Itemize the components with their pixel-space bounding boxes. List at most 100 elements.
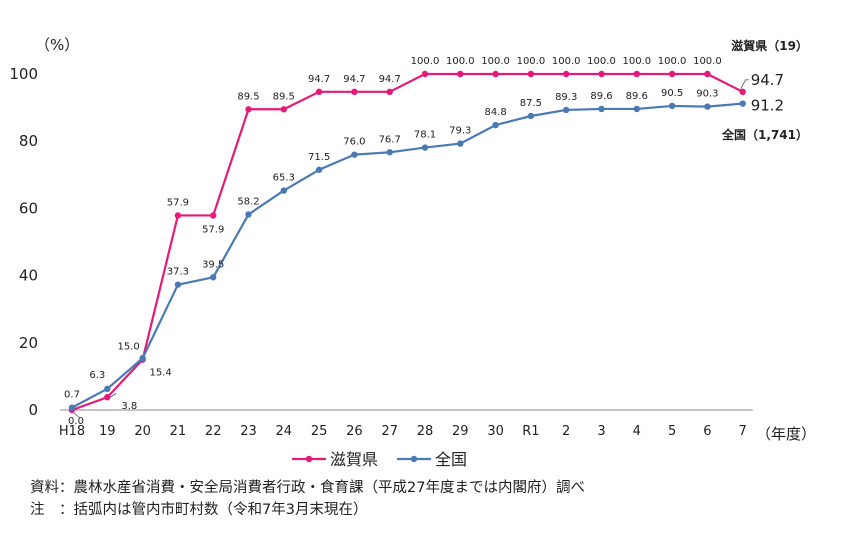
data-label: 79.3	[449, 126, 471, 137]
data-label: 100.0	[517, 56, 546, 67]
data-point	[280, 187, 287, 194]
legend-swatch-marker	[305, 455, 313, 463]
x-axis-unit-label: （年度）	[756, 425, 816, 443]
data-label: 100.0	[693, 56, 722, 67]
x-tick-label: 4	[633, 424, 641, 439]
x-tick-label: 27	[381, 424, 398, 439]
legend: 滋賀県 全国	[292, 450, 467, 469]
data-label: 89.3	[555, 92, 577, 103]
x-tick-label: 24	[276, 424, 293, 439]
data-label: 57.9	[167, 197, 189, 208]
data-label: 39.5	[202, 259, 224, 270]
data-point	[386, 149, 393, 156]
data-label: 89.6	[590, 91, 612, 102]
data-label: 57.9	[202, 224, 224, 235]
legend-swatch-marker	[410, 455, 418, 463]
y-tick-label: 60	[19, 199, 38, 217]
y-tick-label: 100	[9, 65, 38, 83]
data-point	[598, 70, 605, 78]
data-label: 58.2	[237, 196, 259, 207]
data-label: 89.5	[273, 91, 295, 102]
data-point	[421, 70, 429, 78]
data-labels: 0.0 3.8 15.0 57.9 57.9 89.5 89.5 94.7 94.7 94.7 10…	[64, 38, 808, 427]
x-tick-label: 25	[311, 424, 328, 439]
data-point	[245, 106, 252, 113]
x-tick-label: 7	[739, 424, 747, 439]
data-label: 15.0	[117, 342, 139, 353]
data-label: 6.3	[89, 370, 105, 381]
data-label: 全国（1,741）	[721, 127, 808, 142]
data-label: 78.1	[414, 130, 436, 141]
y-tick-label: 40	[19, 267, 38, 285]
data-label: 87.5	[520, 98, 542, 109]
data-point	[457, 70, 464, 78]
data-point	[598, 105, 605, 113]
data-point	[139, 355, 146, 362]
data-label: 90.3	[696, 89, 718, 100]
x-tick-label: 30	[487, 424, 504, 439]
data-point	[421, 144, 429, 151]
x-tick-label: 26	[346, 424, 363, 439]
x-tick-label: 6	[703, 424, 711, 439]
data-point	[527, 112, 535, 120]
data-point	[245, 211, 252, 218]
data-point	[457, 140, 464, 147]
data-label: 89.6	[626, 91, 648, 102]
x-tick-label: H18	[59, 424, 85, 439]
data-label: 89.5	[237, 91, 259, 102]
data-point	[280, 106, 287, 113]
data-label: 94.7	[308, 74, 330, 85]
y-tick-labels: 0 20 40 60 80 100	[9, 65, 38, 419]
data-point	[492, 70, 499, 78]
data-point	[704, 103, 711, 110]
data-label: 37.3	[167, 267, 189, 278]
x-tick-label: 29	[452, 424, 469, 439]
data-label: 100.0	[658, 56, 687, 67]
data-label: 94.7	[751, 71, 784, 89]
x-tick-label: 28	[417, 424, 434, 439]
series-national	[68, 100, 746, 411]
source-note: 資料：農林水産省消費・安全局消費者行政・食育課（平成27年度までは内閣府）調べ	[30, 480, 585, 496]
data-point	[739, 88, 746, 96]
data-point	[104, 394, 111, 401]
x-tick-label: 23	[240, 424, 257, 439]
series-line	[71, 102, 743, 409]
data-label: 94.7	[379, 74, 401, 85]
data-point	[492, 121, 499, 129]
legend-label: 滋賀県	[330, 450, 378, 469]
data-label: 100.0	[411, 56, 440, 67]
data-label: 84.8	[484, 107, 506, 118]
data-label: 15.4	[149, 367, 171, 378]
data-point	[633, 105, 640, 113]
x-tick-label: 5	[668, 424, 676, 439]
x-tick-label: 22	[205, 424, 222, 439]
y-axis-unit-label: （%）	[35, 36, 79, 54]
data-point	[315, 88, 323, 96]
data-label: 76.0	[343, 137, 365, 148]
y-tick-label: 0	[28, 401, 38, 419]
data-label: 65.3	[273, 173, 295, 184]
series-line	[71, 72, 744, 412]
data-point	[668, 102, 676, 110]
x-tick-label: 21	[170, 424, 187, 439]
data-label: 100.0	[552, 56, 581, 67]
data-point	[174, 281, 182, 288]
data-point	[633, 70, 640, 78]
x-tick-label: 2	[562, 424, 570, 439]
y-tick-label: 80	[19, 132, 38, 150]
legend-item-shiga: 滋賀県	[292, 450, 378, 469]
x-tick-label: 20	[134, 424, 151, 439]
data-point	[386, 88, 393, 96]
data-point	[704, 70, 711, 78]
data-point	[351, 151, 358, 158]
series-shiga	[68, 70, 746, 414]
data-label: 91.2	[751, 97, 784, 115]
x-tick-labels: H18 19 20 21 22 23 24 25 26 27 28 29 30 R1 2 3 4 5 6 7	[59, 424, 747, 439]
data-point	[104, 385, 111, 393]
data-label: 0.0	[68, 416, 84, 427]
data-point	[68, 404, 76, 411]
legend-item-national: 全国	[397, 450, 467, 469]
legend-label: 全国	[435, 450, 467, 469]
data-label: 滋賀県（19）	[731, 38, 808, 53]
